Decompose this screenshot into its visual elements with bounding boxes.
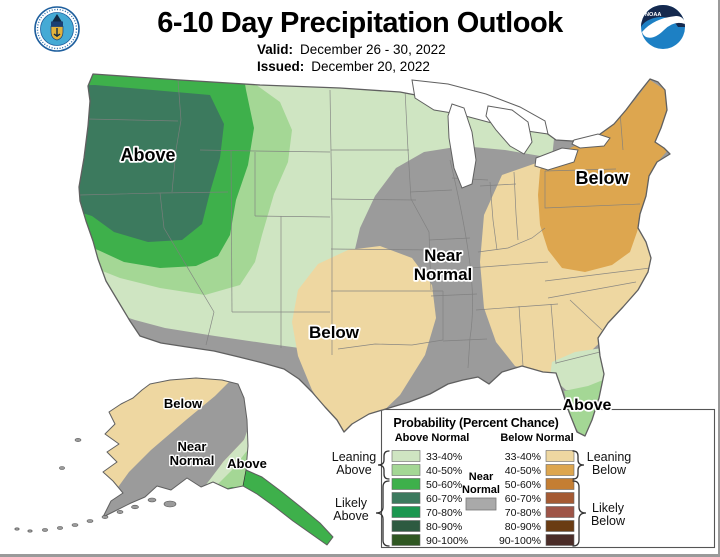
- legend-below-pct-1: 33-40%: [505, 451, 541, 463]
- legend-swatch-above-80-90: [391, 520, 421, 532]
- doc-seal-text-ring: [36, 8, 78, 50]
- legend-swatch-above-70-80: [391, 506, 421, 518]
- issued-date: December 20, 2022: [311, 59, 430, 74]
- noaa-logo: NOAA: [641, 5, 685, 49]
- issued-label: Issued:: [257, 59, 305, 74]
- legend-below-pct-7: 90-100%: [499, 535, 541, 547]
- map-label-above-west: Above: [120, 145, 175, 165]
- legend-below-pct-4: 60-70%: [505, 493, 541, 505]
- conus-outline: [78, 73, 671, 437]
- legend: Probability (Percent Chance) Above Norma…: [332, 408, 716, 549]
- map-region-florida-above-33-40: [550, 348, 610, 390]
- legend-above-pct-3: 50-60%: [426, 479, 462, 491]
- doc-seal-anchor: [53, 28, 61, 37]
- alaska-region-near-normal: [103, 378, 256, 521]
- legend-below-pct-3: 50-60%: [505, 479, 541, 491]
- doc-seal-logo: [34, 6, 80, 52]
- valid-label: Valid:: [257, 42, 294, 57]
- legend-leaning-above-line1: Leaning: [332, 450, 377, 464]
- legend-likely-above-line2: Above: [333, 509, 368, 523]
- noaa-text: NOAA: [645, 12, 661, 18]
- legend-swatch-above-90-100: [391, 534, 421, 546]
- state-borders: [79, 79, 651, 369]
- map-label-near-line2: Normal: [414, 265, 473, 284]
- legend-swatch-above-40-50: [391, 464, 421, 476]
- legend-likely-below-line2: Below: [591, 514, 626, 528]
- noaa-seagull-icon: [642, 16, 685, 38]
- legend-below-header: Below Normal: [500, 432, 573, 444]
- legend-title: Probability (Percent Chance): [393, 416, 558, 430]
- legend-swatch-below-60-70: [545, 492, 575, 504]
- alaska-panhandle: [242, 469, 333, 545]
- lake-erie: [534, 147, 579, 171]
- map-label-below-south: Below: [309, 323, 360, 342]
- lake-ontario: [571, 133, 611, 149]
- doc-seal-eagle: [52, 14, 62, 22]
- legend-leaning-below-line2: Below: [592, 463, 627, 477]
- valid-line: Valid: December 26 - 30, 2022: [257, 41, 446, 58]
- legend-above-pct-6: 80-90%: [426, 521, 462, 533]
- map-label-above-florida: Above: [563, 397, 612, 414]
- brace-likely-below: [572, 480, 587, 547]
- legend-likely-below-line1: Likely: [592, 501, 625, 515]
- legend-swatch-below-90-100: [545, 534, 575, 546]
- legend-below-pct-5: 70-80%: [505, 507, 541, 519]
- alaska-outline: [102, 377, 334, 546]
- lake-michigan: [447, 103, 477, 189]
- alaska-label-below: Below: [164, 396, 203, 411]
- legend-swatch-above-60-70: [391, 492, 421, 504]
- alaska-label-near-line2: Normal: [170, 453, 215, 468]
- legend-swatch-below-40-50: [545, 464, 575, 476]
- legend-below-pct-6: 80-90%: [505, 521, 541, 533]
- page-title: 6-10 Day Precipitation Outlook: [157, 7, 563, 39]
- map-region-florida-above-40-50: [564, 380, 606, 436]
- aleutian-islands: [14, 438, 177, 533]
- map-label-near-line1: Near: [424, 246, 462, 265]
- alaska-label-above: Above: [227, 456, 267, 471]
- map-region-below-south-33-40: [292, 246, 436, 436]
- legend-swatch-below-50-60: [545, 478, 575, 490]
- legend-near-line1: Near: [469, 471, 494, 483]
- legend-above-pct-2: 40-50%: [426, 465, 462, 477]
- legend-swatch-above-33-40: [391, 450, 421, 462]
- great-lakes: [411, 79, 611, 189]
- brace-leaning-below: [572, 450, 585, 480]
- legend-above-pct-5: 70-80%: [426, 507, 462, 519]
- alaska-label-near-line1: Near: [178, 439, 207, 454]
- brace-likely-above: [375, 480, 390, 547]
- valid-date: December 26 - 30, 2022: [300, 42, 446, 57]
- doc-seal-shield-top: [51, 21, 63, 27]
- lake-huron: [485, 105, 533, 155]
- legend-likely-above-line1: Likely: [335, 496, 368, 510]
- legend-above-pct-7: 90-100%: [426, 535, 468, 547]
- alaska-region-above-coast: [196, 487, 258, 506]
- legend-swatch-above-50-60: [391, 478, 421, 490]
- legend-swatch-below-33-40: [545, 450, 575, 462]
- legend-above-pct-1: 33-40%: [426, 451, 462, 463]
- legend-leaning-below-line1: Leaning: [587, 450, 632, 464]
- issued-line: Issued: December 20, 2022: [257, 58, 446, 75]
- map-region-below-northeast-40-50: [538, 80, 668, 272]
- date-block: Valid: December 26 - 30, 2022 Issued: Dece…: [257, 41, 446, 75]
- brace-leaning-above: [377, 450, 390, 480]
- legend-leaning-above-line2: Above: [336, 463, 371, 477]
- alaska-inset: Below Near Normal Above: [14, 377, 334, 546]
- legend-swatch-near-normal: [465, 497, 497, 511]
- map-label-below-northeast: Below: [575, 168, 629, 188]
- legend-swatch-below-80-90: [545, 520, 575, 532]
- legend-swatch-below-70-80: [545, 506, 575, 518]
- legend-near-line2: Normal: [462, 484, 500, 496]
- legend-above-header: Above Normal: [395, 432, 470, 444]
- legend-below-pct-2: 40-50%: [505, 465, 541, 477]
- legend-above-pct-4: 60-70%: [426, 493, 462, 505]
